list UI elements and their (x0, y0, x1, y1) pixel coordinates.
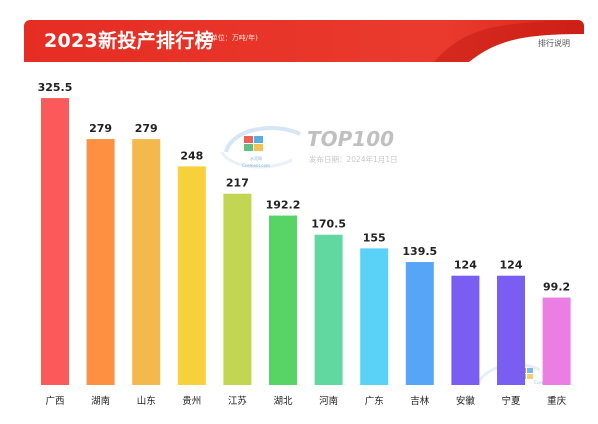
watermark: 水泥网 Ccement.com TOP100 发布日期：2024年1月1日 (220, 126, 398, 169)
value-label: 124 (500, 259, 523, 272)
value-label: 124 (454, 259, 477, 272)
bars-layer: 325.5 广西 279 湖南 279 山东 248 贵州 217 江苏 192.2 湖北 170.5 河… (38, 81, 571, 407)
category-label: 重庆 (547, 395, 567, 407)
bar-广西 (41, 98, 69, 385)
unit-label: (单位：万吨/年) (208, 34, 258, 42)
header-banner: 2023新投产排行榜 (单位：万吨/年) 排行说明 (24, 20, 584, 62)
page-title: 2023新投产排行榜 (44, 30, 214, 52)
value-label: 155 (363, 231, 386, 244)
watermark-logo-square-yellow (254, 144, 263, 151)
category-label: 宁夏 (501, 395, 521, 407)
category-label: 河南 (319, 395, 338, 407)
watermark-logo-square-green (244, 144, 253, 151)
bar-江苏 (223, 193, 252, 385)
bar-吉林 (405, 262, 434, 385)
value-label: 325.5 (38, 81, 73, 94)
watermark-logo-swoosh-lower (220, 151, 293, 169)
category-label: 湖北 (273, 396, 293, 407)
watermark-date: 发布日期：2024年1月1日 (309, 154, 398, 164)
bar-贵州 (177, 166, 206, 385)
header-background (24, 20, 584, 62)
category-label: 吉林 (410, 395, 430, 407)
bar-宁夏 (497, 275, 525, 385)
bar-重庆 (542, 297, 571, 385)
value-label: 279 (135, 122, 158, 135)
watermark-site: Ccement.com (242, 163, 270, 168)
value-label: 99.2 (543, 281, 570, 294)
category-label: 广西 (45, 395, 64, 407)
category-label: 贵州 (182, 395, 201, 407)
category-label: 安徽 (456, 395, 476, 407)
watermark-logo-square-red (244, 136, 253, 143)
watermark-brand: TOP100 (307, 127, 394, 151)
category-label: 江苏 (228, 395, 248, 407)
value-label: 170.5 (311, 218, 346, 231)
watermark-logo-text: 水泥网 (250, 155, 262, 161)
value-label: 248 (180, 149, 203, 162)
watermark-corner-square-yellow (527, 374, 533, 379)
watermark-logo-swoosh (224, 126, 301, 153)
watermark-corner-square-blue (527, 368, 533, 373)
ranking-note-link[interactable]: 排行说明 (538, 39, 570, 48)
value-label: 279 (89, 122, 112, 135)
category-label: 湖南 (91, 395, 110, 407)
watermark-logo-square-blue (254, 136, 263, 143)
category-label: 广东 (365, 395, 384, 407)
value-label: 217 (226, 177, 249, 190)
bar-湖北 (269, 215, 297, 385)
category-label: 山东 (137, 395, 156, 407)
bar-安徽 (451, 275, 480, 385)
bar-湖南 (86, 139, 115, 385)
bar-河南 (314, 234, 343, 385)
bar-山东 (132, 139, 161, 385)
bar-广东 (360, 248, 389, 385)
value-label: 192.2 (266, 199, 301, 212)
value-label: 139.5 (402, 245, 437, 258)
